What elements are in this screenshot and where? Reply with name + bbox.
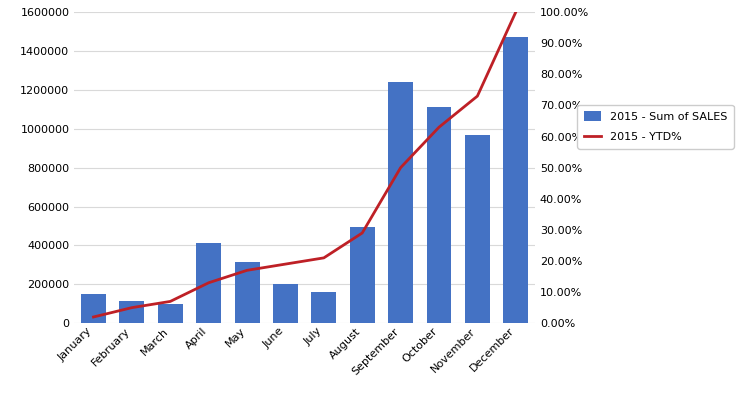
2015 - YTD% (242, 268, 251, 273)
2015 - YTD% (473, 94, 481, 99)
Bar (311, 292, 337, 323)
2015 - YTD% (511, 10, 520, 15)
2015 - YTD% (166, 299, 175, 304)
Bar (273, 284, 298, 323)
2015 - YTD% (281, 262, 290, 267)
Bar (196, 244, 221, 323)
2015 - YTD% (319, 255, 328, 260)
Bar (235, 262, 259, 323)
2015 - YTD% (128, 305, 137, 310)
Bar (120, 301, 144, 323)
2015 - YTD% (396, 165, 405, 170)
2015 - YTD% (435, 125, 444, 130)
2015 - YTD% (358, 231, 367, 236)
2015 - YTD% (204, 280, 213, 285)
Legend: 2015 - Sum of SALES, 2015 - YTD%: 2015 - Sum of SALES, 2015 - YTD% (577, 105, 733, 149)
Bar (503, 38, 528, 323)
Bar (465, 135, 490, 323)
Bar (81, 294, 106, 323)
Line: 2015 - YTD%: 2015 - YTD% (94, 12, 516, 317)
Bar (426, 107, 452, 323)
Bar (388, 82, 413, 323)
Bar (350, 227, 374, 323)
2015 - YTD% (89, 315, 98, 320)
Bar (158, 304, 183, 323)
